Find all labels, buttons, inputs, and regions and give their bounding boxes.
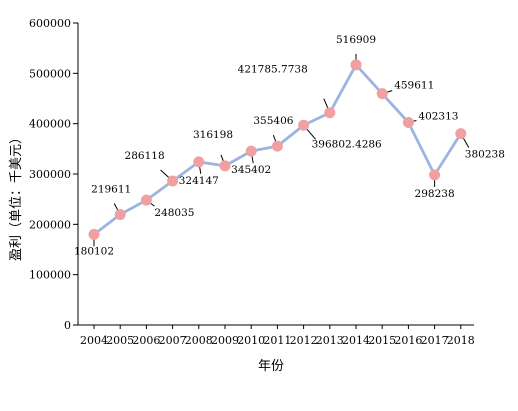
data-point bbox=[429, 169, 441, 181]
y-tick-label: 300000 bbox=[29, 168, 71, 181]
axes: 0 100000 200000 300000 400000 500000 600000 200… bbox=[29, 17, 475, 347]
x-tick-label: 2009 bbox=[211, 334, 239, 347]
data-point bbox=[402, 117, 414, 129]
data-label: 402313 bbox=[418, 111, 458, 123]
x-tick-label: 2004 bbox=[80, 334, 108, 347]
data-point bbox=[193, 156, 205, 168]
data-point bbox=[271, 140, 283, 152]
data-point bbox=[140, 194, 152, 206]
data-label: 324147 bbox=[179, 175, 219, 187]
data-point bbox=[350, 59, 362, 71]
data-label: 286118 bbox=[125, 150, 165, 162]
x-tick-label: 2011 bbox=[263, 334, 291, 347]
y-tick-label: 200000 bbox=[29, 218, 71, 231]
data-label: 421785.7738 bbox=[238, 64, 308, 76]
data-label: 180102 bbox=[74, 245, 114, 257]
x-axis-title: 年份 bbox=[258, 359, 284, 374]
data-point bbox=[455, 128, 467, 140]
x-tick-label: 2005 bbox=[106, 334, 134, 347]
data-point bbox=[114, 208, 126, 220]
data-point bbox=[219, 160, 231, 172]
x-tick-label: 2014 bbox=[342, 334, 370, 347]
x-tick-label: 2016 bbox=[394, 334, 422, 347]
data-point bbox=[376, 88, 388, 100]
data-label: 219611 bbox=[91, 183, 131, 195]
y-tick-label: 600000 bbox=[29, 17, 71, 30]
data-point bbox=[324, 107, 336, 119]
x-tick-label: 2008 bbox=[185, 334, 213, 347]
data-point bbox=[245, 145, 257, 157]
data-point bbox=[298, 119, 310, 131]
x-tick-label: 2013 bbox=[316, 334, 344, 347]
y-tick-label: 500000 bbox=[29, 67, 71, 80]
data-label: 298238 bbox=[415, 188, 455, 200]
data-label: 316198 bbox=[193, 129, 233, 141]
y-tick-label: 100000 bbox=[29, 269, 71, 282]
x-tick-label: 2018 bbox=[447, 334, 475, 347]
x-tick-label: 2017 bbox=[421, 334, 449, 347]
x-tick-label: 2006 bbox=[132, 334, 160, 347]
data-labels: 180102 219611 248035 286118 324147 316198 3454… bbox=[74, 34, 505, 258]
data-markers bbox=[88, 59, 467, 240]
data-label: 516909 bbox=[336, 34, 376, 46]
x-tick-label: 2015 bbox=[368, 334, 396, 347]
y-tick-label: 0 bbox=[64, 319, 71, 332]
data-label: 459611 bbox=[394, 80, 434, 92]
x-tick-label: 2007 bbox=[159, 334, 187, 347]
data-label: 396802.4286 bbox=[312, 138, 382, 150]
data-label: 248035 bbox=[154, 207, 194, 219]
x-tick-label: 2010 bbox=[237, 334, 265, 347]
data-label: 355406 bbox=[253, 115, 293, 127]
y-axis-title: 盈利（单位：千美元） bbox=[9, 131, 24, 261]
x-tick-label: 2012 bbox=[290, 334, 318, 347]
data-point bbox=[88, 228, 100, 240]
data-label: 380238 bbox=[465, 149, 505, 161]
data-label: 345402 bbox=[231, 164, 271, 176]
y-tick-label: 400000 bbox=[29, 118, 71, 131]
data-point bbox=[167, 175, 179, 187]
